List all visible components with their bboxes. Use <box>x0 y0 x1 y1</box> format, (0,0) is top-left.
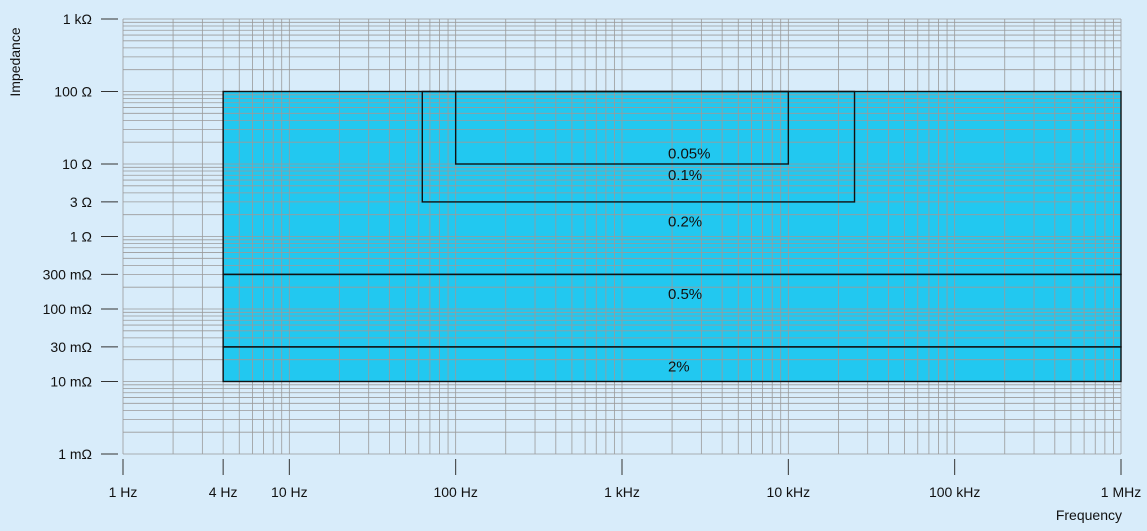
region-label-0-05pct: 0.05% <box>668 145 711 162</box>
y-tick-label: 10 mΩ <box>50 374 92 390</box>
y-tick-label: 300 mΩ <box>43 266 92 282</box>
x-tick-label: 100 Hz <box>433 484 477 500</box>
y-tick-label: 3 Ω <box>70 194 92 210</box>
x-tick-label: 100 kHz <box>929 484 980 500</box>
y-tick-label: 1 Ω <box>70 229 92 245</box>
region-label-0-1pct: 0.1% <box>668 167 702 184</box>
region-outline-2pct <box>222 346 1122 383</box>
x-tick-label: 10 kHz <box>767 484 811 500</box>
x-tick-label: 1 Hz <box>109 484 138 500</box>
y-tick-label: 100 mΩ <box>43 301 92 317</box>
x-tick-label: 1 kHz <box>604 484 640 500</box>
y-tick-label: 1 mΩ <box>58 446 92 462</box>
y-tick-label: 10 Ω <box>62 156 92 172</box>
y-tick-label: 100 Ω <box>54 84 92 100</box>
outline-layer <box>222 90 1122 383</box>
x-tick-label: 1 MHz <box>1101 484 1141 500</box>
label-layer: 0.05% 0.1% 0.2% 0.5% 2% <box>668 145 711 375</box>
x-tick-label: 10 Hz <box>271 484 308 500</box>
y-axis-title: Impedance <box>7 27 23 96</box>
y-tick-label: 30 mΩ <box>50 339 92 355</box>
tick-layer: 1 kΩ 100 Ω 10 Ω 3 Ω 1 Ω 300 mΩ 100 mΩ 30 mΩ 10 m… <box>43 11 1142 500</box>
region-label-0-5pct: 0.5% <box>668 286 702 303</box>
region-label-2pct: 2% <box>668 359 690 376</box>
y-tick-label: 1 kΩ <box>63 11 92 27</box>
x-axis-title: Frequency <box>1056 507 1122 523</box>
x-tick-label: 4 Hz <box>209 484 238 500</box>
region-label-0-2pct: 0.2% <box>668 214 702 231</box>
grid-layer <box>122 18 1122 455</box>
